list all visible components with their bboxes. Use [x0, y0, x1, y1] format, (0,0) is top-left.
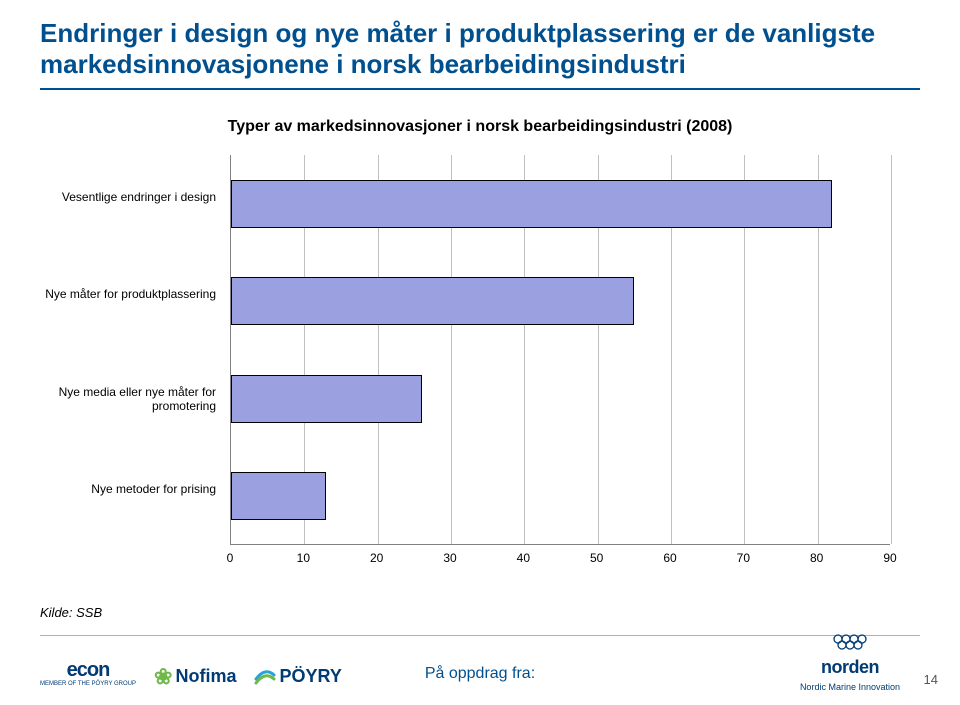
bar-chart: Vesentlige endringer i designNye måter f…	[230, 155, 890, 575]
bar	[231, 375, 422, 423]
slide-title: Endringer i design og nye måter i produk…	[40, 18, 920, 80]
category-label: Nye måter for produktplassering	[36, 287, 216, 301]
x-tick-label: 0	[215, 551, 245, 565]
x-tick-label: 10	[288, 551, 318, 565]
x-tick-label: 50	[582, 551, 612, 565]
category-label: Vesentlige endringer i design	[36, 190, 216, 204]
page-number: 14	[924, 672, 938, 687]
chart-title: Typer av markedsinnovasjoner i norsk bea…	[0, 118, 960, 136]
logo-norden-sub: Nordic Marine Innovation	[800, 682, 900, 692]
norden-icon	[832, 631, 868, 656]
x-tick-label: 70	[728, 551, 758, 565]
x-tick-label: 80	[802, 551, 832, 565]
gridline	[891, 155, 892, 544]
logo-norden-text: norden	[821, 657, 879, 677]
x-tick-label: 90	[875, 551, 905, 565]
x-tick-label: 60	[655, 551, 685, 565]
x-tick-label: 20	[362, 551, 392, 565]
slide: Endringer i design og nye måter i produk…	[0, 0, 960, 705]
bar	[231, 180, 832, 228]
bar	[231, 472, 326, 520]
bar	[231, 277, 634, 325]
logos-right: norden Nordic Marine Innovation	[800, 631, 900, 695]
footer: econ MEMBER OF THE PÖYRY GROUP ❀ Nofima …	[0, 635, 960, 705]
category-label: Nye metoder for prising	[36, 482, 216, 496]
category-label: Nye media eller nye måter for promoterin…	[36, 385, 216, 414]
x-tick-label: 40	[508, 551, 538, 565]
x-tick-label: 30	[435, 551, 465, 565]
footer-rule	[40, 635, 920, 636]
title-rule	[40, 88, 920, 90]
source-label: Kilde: SSB	[40, 605, 102, 620]
plot-area: Vesentlige endringer i designNye måter f…	[230, 155, 890, 545]
